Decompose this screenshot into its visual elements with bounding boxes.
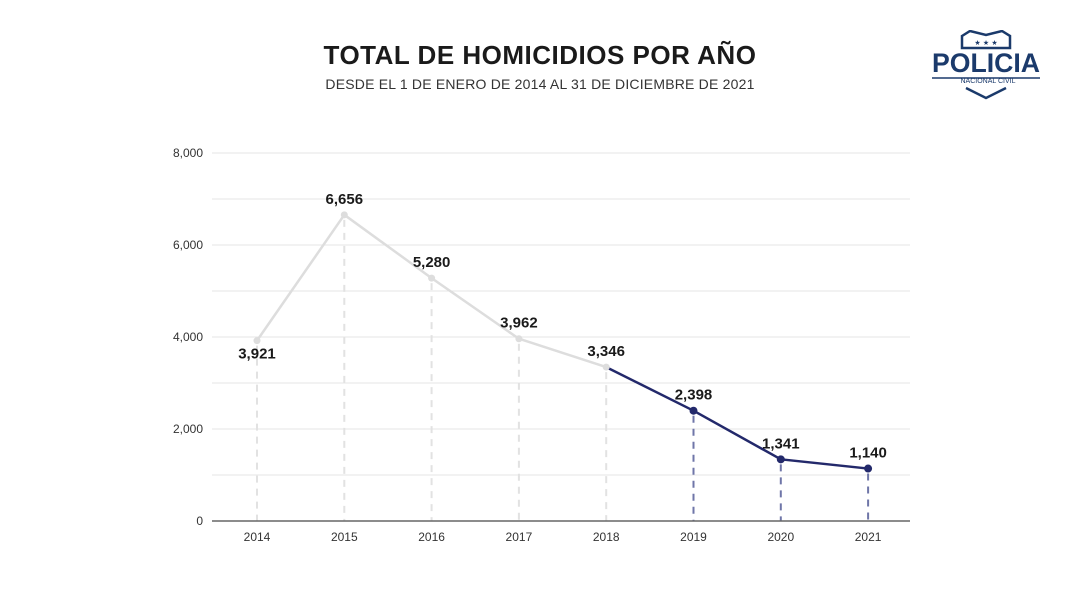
series-line-highlight: [605, 365, 869, 470]
data-label: 3,346: [587, 343, 625, 360]
y-tick-label: 2,000: [173, 422, 203, 436]
logo-wordmark: POLICIA: [932, 48, 1040, 78]
policia-nacional-civil-logo: ★ ★ ★ POLICIA NACIONAL CIVIL: [932, 30, 1040, 100]
data-label: 3,921: [238, 346, 276, 363]
x-tick-label: 2019: [680, 530, 707, 544]
data-point: [689, 406, 698, 415]
chart-subtitle: DESDE EL 1 DE ENERO DE 2014 AL 31 DE DIC…: [325, 76, 755, 92]
data-point: [602, 363, 610, 371]
data-point: [340, 211, 348, 219]
data-point: [864, 464, 873, 473]
chart-title: TOTAL DE HOMICIDIOS POR AÑO: [323, 40, 757, 70]
data-label: 5,280: [413, 254, 451, 271]
data-label: 1,140: [849, 445, 887, 462]
data-point: [428, 274, 436, 282]
y-tick-label: 4,000: [173, 330, 203, 344]
data-point: [253, 337, 261, 345]
x-tick-label: 2017: [506, 530, 533, 544]
data-label: 6,656: [326, 191, 364, 208]
y-tick-label: 0: [196, 514, 203, 528]
data-label: 1,341: [762, 435, 800, 452]
data-point: [515, 335, 523, 343]
data-label: 3,962: [500, 315, 538, 332]
x-tick-label: 2014: [244, 530, 271, 544]
x-tick-label: 2016: [418, 530, 445, 544]
data-point: [776, 455, 785, 464]
logo-subtext: NACIONAL CIVIL: [961, 78, 1016, 85]
y-tick-label: 6,000: [173, 238, 203, 252]
x-tick-label: 2020: [767, 530, 794, 544]
svg-text:★ ★ ★: ★ ★ ★: [974, 39, 997, 47]
x-tick-label: 2015: [331, 530, 358, 544]
data-label: 2,398: [675, 387, 713, 404]
y-tick-label: 8,000: [173, 146, 203, 160]
x-tick-label: 2021: [855, 530, 882, 544]
x-tick-label: 2018: [593, 530, 620, 544]
